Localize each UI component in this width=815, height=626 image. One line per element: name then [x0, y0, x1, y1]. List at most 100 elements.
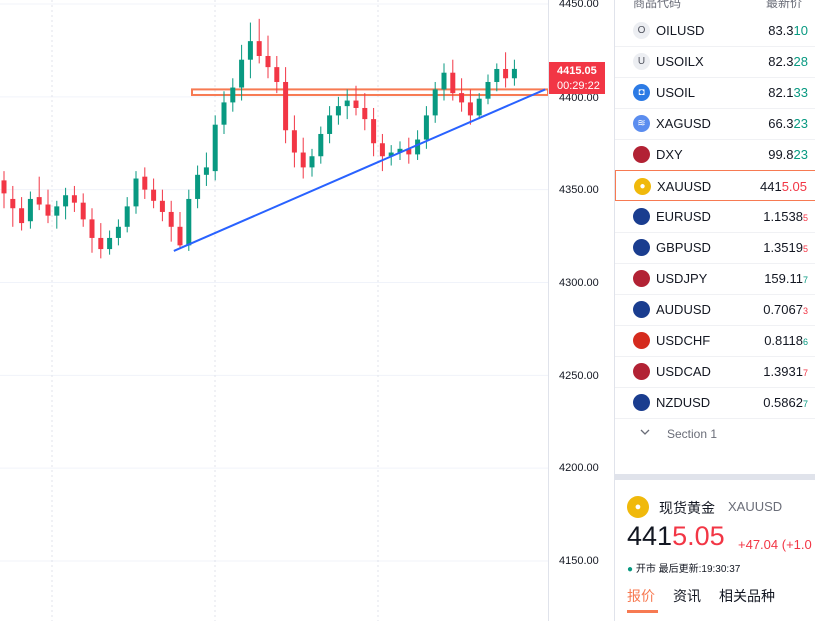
uk-flag-icon: [633, 239, 650, 256]
candle-body: [441, 72, 447, 90]
candle-body: [195, 174, 201, 199]
candle-body: [230, 87, 236, 103]
candle-body: [450, 72, 456, 94]
last-price-main: 1.3931: [763, 364, 803, 379]
candle-body: [459, 93, 465, 103]
watchlist-symbol: EURUSD: [656, 209, 711, 224]
tab-news[interactable]: 资讯: [673, 588, 701, 604]
last-price-tail: 5: [802, 213, 808, 223]
watchlist-last-price: 0.81186: [764, 333, 808, 348]
silver-icon: ≋: [633, 115, 650, 132]
candle-body: [89, 219, 95, 238]
candle-body: [71, 195, 77, 203]
us-ca-flag-icon: [633, 363, 650, 380]
nz-flag-icon: [633, 394, 650, 411]
candle-body: [432, 89, 438, 116]
candle-body: [327, 115, 333, 134]
market-status: ● 开市 最后更新:19:30:37: [627, 560, 740, 575]
watchlist-symbol: GBPUSD: [656, 240, 711, 255]
candle-body: [265, 55, 271, 68]
candle-body: [406, 148, 412, 155]
symbol-column-header[interactable]: 商品代码: [633, 0, 682, 10]
watchlist-symbol: USOILX: [656, 54, 704, 69]
axis-label: 4250.00: [559, 370, 599, 382]
watchlist-panel: 商品代码 最新价 O OILUSD 83.310 U USOILX 82.328 ◘ USOI…: [614, 0, 815, 621]
letter-u-icon: U: [633, 53, 650, 70]
last-price-main: 159.11: [764, 271, 803, 286]
last-price-main: 0.7067: [763, 302, 803, 317]
watchlist-symbol: NZDUSD: [656, 395, 711, 410]
watchlist-row[interactable]: ● XAUUSD 4415.05: [615, 170, 815, 201]
candle-body: [494, 68, 500, 82]
watchlist-row[interactable]: EURUSD 1.15385: [615, 201, 815, 233]
watchlist-last-price: 1.35195: [763, 240, 808, 255]
candle-body: [168, 211, 174, 227]
watchlist-last-price: 1.15385: [763, 209, 808, 224]
candle-body: [45, 204, 51, 216]
watchlist-last-price: 66.323: [768, 116, 808, 131]
candle-body: [476, 98, 482, 116]
letter-o-icon: O: [633, 22, 650, 39]
last-price-tail: 3: [802, 306, 808, 316]
price-axis[interactable]: 4450.00 4400.00 4350.00 4300.00 4250.00 …: [548, 0, 615, 621]
watchlist-last-price: 0.70673: [763, 302, 808, 317]
status-dot-icon: ●: [627, 564, 634, 575]
watchlist-row[interactable]: AUDUSD 0.70673: [615, 294, 815, 326]
watchlist-symbol: USDCHF: [656, 333, 711, 348]
candle-body: [54, 206, 60, 216]
watchlist-row[interactable]: DXY 99.823: [615, 139, 815, 171]
last-price-tail: 5: [802, 244, 808, 254]
axis-label: 4450.00: [559, 0, 599, 10]
watchlist-row[interactable]: ≋ XAGUSD 66.323: [615, 108, 815, 140]
candle-body: [1, 180, 7, 194]
candle-body: [142, 176, 148, 190]
panel-divider[interactable]: [615, 474, 815, 480]
tab-related[interactable]: 相关品种: [719, 588, 775, 604]
au-flag-icon: [633, 301, 650, 318]
last-price-tail: 6: [802, 337, 808, 347]
watchlist-row[interactable]: O OILUSD 83.310: [615, 15, 815, 47]
candle-body: [291, 130, 297, 153]
watchlist-last-price: 82.133: [768, 85, 808, 100]
watchlist-row[interactable]: NZDUSD 0.58627: [615, 387, 815, 419]
symbol-name: 现货黄金: [659, 500, 715, 516]
candle-body: [203, 167, 209, 175]
watchlist-row[interactable]: USDJPY 159.117: [615, 263, 815, 295]
watchlist-row[interactable]: GBPUSD 1.35195: [615, 232, 815, 264]
chevron-down-icon[interactable]: [639, 426, 651, 441]
tab-quote[interactable]: 报价: [627, 588, 655, 604]
detail-price-tail: 5.05: [672, 521, 725, 551]
last-price-tail: 28: [793, 54, 808, 69]
candle-body: [371, 119, 377, 144]
watchlist-row[interactable]: ◘ USOIL 82.133: [615, 77, 815, 109]
watchlist-last-price: 82.328: [768, 54, 808, 69]
section-header[interactable]: Section 1: [615, 418, 815, 450]
last-price-main: 1.3519: [763, 240, 803, 255]
candle-body: [36, 197, 42, 205]
candle-body: [107, 237, 113, 250]
candle-body: [397, 148, 403, 153]
axis-label: 4350.00: [559, 184, 599, 196]
watchlist-symbol: XAUUSD: [657, 179, 712, 194]
candle-body: [309, 156, 315, 168]
candle-body: [10, 198, 16, 209]
candle-body: [124, 206, 130, 227]
last-price-tail: 7: [802, 275, 808, 285]
price-chart[interactable]: [0, 0, 549, 621]
trendline-line: [173, 88, 546, 252]
watchlist-row[interactable]: USDCAD 1.39317: [615, 356, 815, 388]
last-column-header[interactable]: 最新价: [766, 0, 803, 10]
candlestick-chart[interactable]: [0, 0, 549, 621]
candle-body: [80, 202, 86, 220]
last-price-tail: 23: [793, 147, 808, 162]
watchlist-row[interactable]: U USOILX 82.328: [615, 46, 815, 78]
candle-body: [362, 107, 368, 120]
watchlist-row[interactable]: USDCHF 0.81186: [615, 325, 815, 357]
candle-body: [212, 124, 218, 172]
last-price-main: 441: [759, 179, 782, 194]
last-price-main: 99.8: [768, 147, 794, 162]
watchlist-symbol: AUDUSD: [656, 302, 711, 317]
candle-body: [159, 200, 165, 212]
last-price-main: 1.1538: [763, 209, 803, 224]
candle-body: [247, 41, 253, 60]
